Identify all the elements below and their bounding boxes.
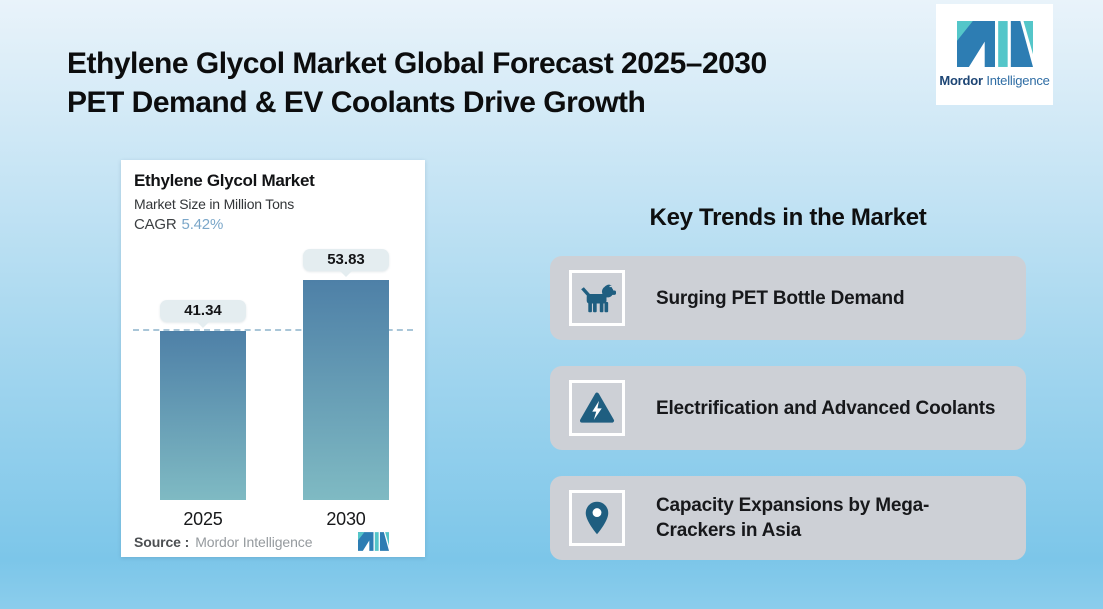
market-chart-card: Ethylene Glycol Market Market Size in Mi…	[121, 160, 425, 557]
bar-2025	[160, 331, 246, 500]
chart-source: Source : Mordor Intelligence	[134, 534, 312, 550]
reference-dashed-line	[133, 329, 413, 332]
trend-label: Electrification and Advanced Coolants	[656, 397, 996, 419]
brand-name-light: Intelligence	[986, 73, 1050, 88]
x-axis-label-2025: 2025	[183, 509, 223, 529]
bar-group-2025: 41.34 2025	[160, 260, 246, 529]
bar-2030	[303, 280, 389, 500]
brand-name-bold: Mordor	[939, 73, 983, 88]
trend-icon-box	[569, 490, 625, 546]
cagr-value: 5.42%	[181, 216, 224, 233]
page-title-line-1: Ethylene Glycol Market Global Forecast 2…	[67, 47, 767, 80]
trends-heading: Key Trends in the Market	[649, 204, 927, 231]
source-label: Source :	[134, 534, 190, 550]
page-title: Ethylene Glycol Market Global Forecast 2…	[67, 44, 767, 122]
source-value: Mordor Intelligence	[195, 534, 313, 550]
mordor-intelligence-mini-mark-icon	[358, 532, 389, 551]
trend-label: Capacity Expansions by Mega-Crackers in …	[656, 495, 930, 541]
mordor-intelligence-mark-icon	[956, 21, 1033, 67]
dog-icon	[581, 284, 616, 313]
trend-card-electrification-coolants: Electrification and Advanced Coolants	[550, 366, 1026, 450]
brand-logo: Mordor Intelligence	[936, 4, 1053, 105]
page-title-line-2: PET Demand & EV Coolants Drive Growth	[67, 86, 646, 119]
cagr-label: CAGR	[134, 216, 177, 233]
brand-wordmark: Mordor Intelligence	[939, 73, 1050, 88]
bar-chart-plot: 41.34 2025 53.83 2030	[133, 249, 413, 529]
warning-lightning-icon	[579, 392, 615, 423]
bar-value-label-2025: 41.34	[160, 300, 246, 329]
chart-cagr: CAGR 5.42%	[134, 216, 223, 233]
trend-icon-box	[569, 270, 625, 326]
trend-card-capacity-expansions: Capacity Expansions by Mega-Crackers in …	[550, 476, 1026, 560]
bar-group-2030: 53.83 2030	[303, 249, 389, 529]
location-pin-icon	[585, 501, 609, 535]
trend-icon-box	[569, 380, 625, 436]
chart-title: Ethylene Glycol Market	[134, 171, 315, 190]
chart-subtitle: Market Size in Million Tons	[134, 196, 295, 212]
x-axis-label-2030: 2030	[326, 509, 366, 529]
trend-label: Surging PET Bottle Demand	[656, 287, 905, 309]
bar-value-label-2030: 53.83	[303, 249, 389, 277]
trend-card-pet-bottle-demand: Surging PET Bottle Demand	[550, 256, 1026, 340]
